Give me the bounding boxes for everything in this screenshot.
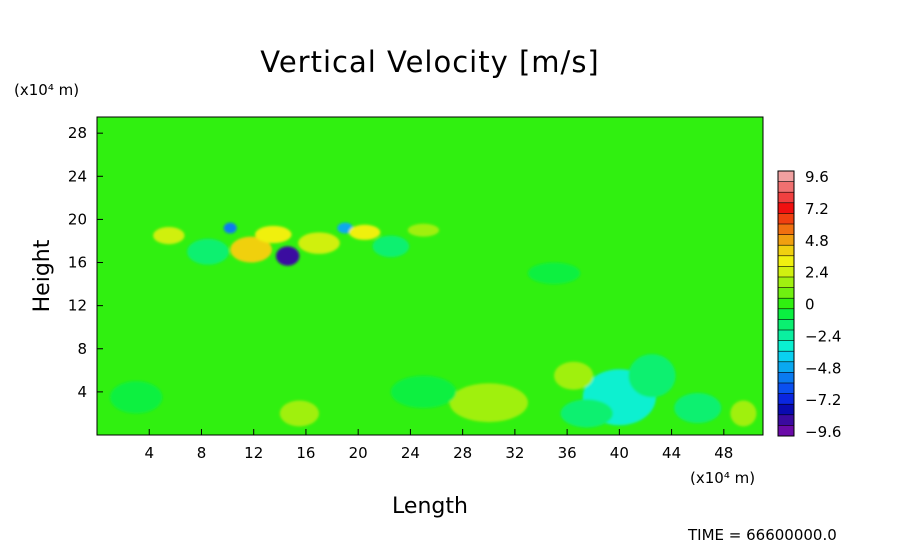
field-feature [628, 354, 676, 398]
colorbar-swatch [778, 255, 794, 267]
colorbar-label: 7.2 [805, 200, 829, 218]
colorbar-swatch [778, 414, 794, 426]
x-tick-label: 28 [453, 444, 472, 462]
colorbar-swatch [778, 245, 794, 257]
colorbar-swatch [778, 404, 794, 416]
field-features [110, 222, 757, 428]
colorbar-swatches [778, 170, 794, 437]
field-feature [298, 232, 340, 254]
x-tick-label: 24 [401, 444, 420, 462]
y-tick-label: 24 [68, 167, 87, 185]
colorbar-swatch [778, 340, 794, 352]
colorbar-swatch [778, 171, 794, 182]
x-tick-label: 20 [349, 444, 368, 462]
colorbar-swatch [778, 298, 794, 310]
colorbar-label: −2.4 [805, 327, 841, 345]
x-tick-label: 8 [197, 444, 207, 462]
field-feature [255, 225, 292, 244]
colorbar-swatch [778, 192, 794, 204]
plot-area [96, 116, 764, 436]
x-tick-label: 16 [296, 444, 315, 462]
colorbar-label: 2.4 [805, 264, 829, 282]
x-tick-label: 40 [610, 444, 629, 462]
colorbar-swatch [778, 361, 794, 373]
chart-title: Vertical Velocity [m/s] [260, 45, 600, 79]
colorbar-swatch [778, 319, 794, 331]
field-feature [527, 262, 581, 285]
field-feature [230, 236, 272, 263]
x-tick-label: 4 [144, 444, 154, 462]
colorbar-swatch [778, 213, 794, 225]
y-tick-label: 4 [77, 383, 87, 401]
y-tick-label: 12 [68, 297, 87, 315]
x-unit-label: (x10⁴ m) [690, 469, 755, 487]
colorbar-swatch [778, 287, 794, 299]
field-feature [390, 375, 457, 409]
y-tick-label: 20 [68, 210, 87, 228]
field-feature [153, 226, 185, 245]
colorbar-swatch [778, 224, 794, 235]
field-feature [730, 400, 757, 427]
colorbar-swatch [778, 383, 794, 394]
colorbar-label: 4.8 [805, 232, 829, 250]
field-feature [337, 222, 353, 234]
field-feature [449, 383, 528, 423]
colorbar-label: −4.8 [805, 359, 841, 377]
colorbar-label: −9.6 [805, 423, 841, 441]
x-tick-label: 12 [244, 444, 263, 462]
field-feature [187, 238, 229, 265]
colorbar-swatch [778, 266, 794, 278]
field-feature [275, 246, 300, 266]
colorbar-label: 0 [805, 296, 815, 314]
time-label: TIME = 66600000.0 [687, 526, 837, 544]
colorbar-swatch [778, 181, 794, 193]
field-feature [279, 400, 320, 427]
colorbar-swatch [778, 372, 794, 384]
y-tick-label: 28 [68, 124, 87, 142]
colorbar-swatch [778, 202, 794, 214]
x-tick-label: 36 [558, 444, 577, 462]
colorbar-swatch [778, 425, 794, 437]
y-axis-ticks: 4 8 12 16 20 24 28 [68, 124, 103, 401]
field-feature [560, 399, 613, 428]
x-axis-label: Length [392, 494, 468, 519]
plot-frame [96, 116, 764, 436]
colorbar-frame [777, 170, 795, 437]
x-tick-label: 48 [714, 444, 733, 462]
y-tick-label: 16 [68, 254, 87, 272]
colorbar-label: 9.6 [805, 168, 829, 186]
colorbar-swatch [778, 234, 794, 246]
field-feature [407, 223, 440, 237]
colorbar-swatch [778, 330, 794, 341]
field-feature [110, 381, 163, 414]
colorbar-label: −7.2 [805, 391, 841, 409]
x-tick-label: 32 [505, 444, 524, 462]
x-tick-label: 44 [662, 444, 681, 462]
field-feature [223, 222, 237, 234]
field-feature [349, 224, 381, 240]
y-tick-label: 8 [77, 340, 87, 358]
colorbar-swatch [778, 277, 794, 288]
colorbar-swatch [778, 393, 794, 405]
y-axis-label: Height [30, 239, 55, 312]
colorbar-swatch [778, 351, 794, 363]
field-feature [674, 392, 722, 424]
x-axis-ticks: 4 8 12 16 20 24 28 32 36 40 44 48 [144, 429, 733, 462]
field-feature [372, 235, 410, 258]
colorbar: 9.6 7.2 4.8 2.4 0 −2.4 −4.8 −7.2 −9.6 [777, 168, 841, 441]
field-feature [554, 361, 594, 390]
y-unit-label: (x10⁴ m) [14, 81, 79, 99]
colorbar-labels: 9.6 7.2 4.8 2.4 0 −2.4 −4.8 −7.2 −9.6 [805, 168, 841, 441]
colorbar-swatch [778, 308, 794, 320]
